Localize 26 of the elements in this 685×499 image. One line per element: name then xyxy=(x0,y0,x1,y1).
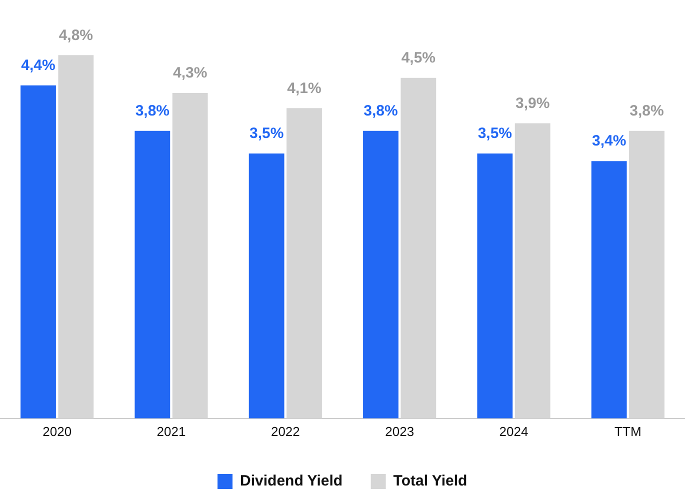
data-label: 4,3% xyxy=(172,64,208,82)
data-label: 3,8% xyxy=(364,102,398,120)
bar xyxy=(20,85,56,418)
data-label: 3,4% xyxy=(592,132,626,150)
data-label: 3,5% xyxy=(249,125,284,142)
data-label: 3,8% xyxy=(135,102,170,120)
legend-label: Dividend Yield xyxy=(240,472,343,490)
x-tick-label: 2023 xyxy=(385,424,414,439)
data-label: 4,5% xyxy=(401,49,436,66)
x-tick-label: 2021 xyxy=(156,424,186,439)
bar xyxy=(248,154,284,418)
data-label: 3,5% xyxy=(478,125,512,142)
data-label: 4,4% xyxy=(21,57,56,74)
data-label: 4,1% xyxy=(287,80,322,97)
bar xyxy=(477,154,513,418)
x-tick-label: 2022 xyxy=(270,424,300,439)
bar xyxy=(134,130,170,418)
bar xyxy=(591,161,627,418)
data-label: 3,8% xyxy=(630,102,664,120)
data-label: 3,9% xyxy=(515,94,550,112)
x-tick-label: 2024 xyxy=(499,424,528,439)
bar xyxy=(363,130,398,418)
legend-label: Total Yield xyxy=(393,472,468,490)
x-tick-label: TTM xyxy=(614,424,642,439)
x-tick-label: 2020 xyxy=(42,424,72,439)
data-label: 4,8% xyxy=(58,26,94,44)
